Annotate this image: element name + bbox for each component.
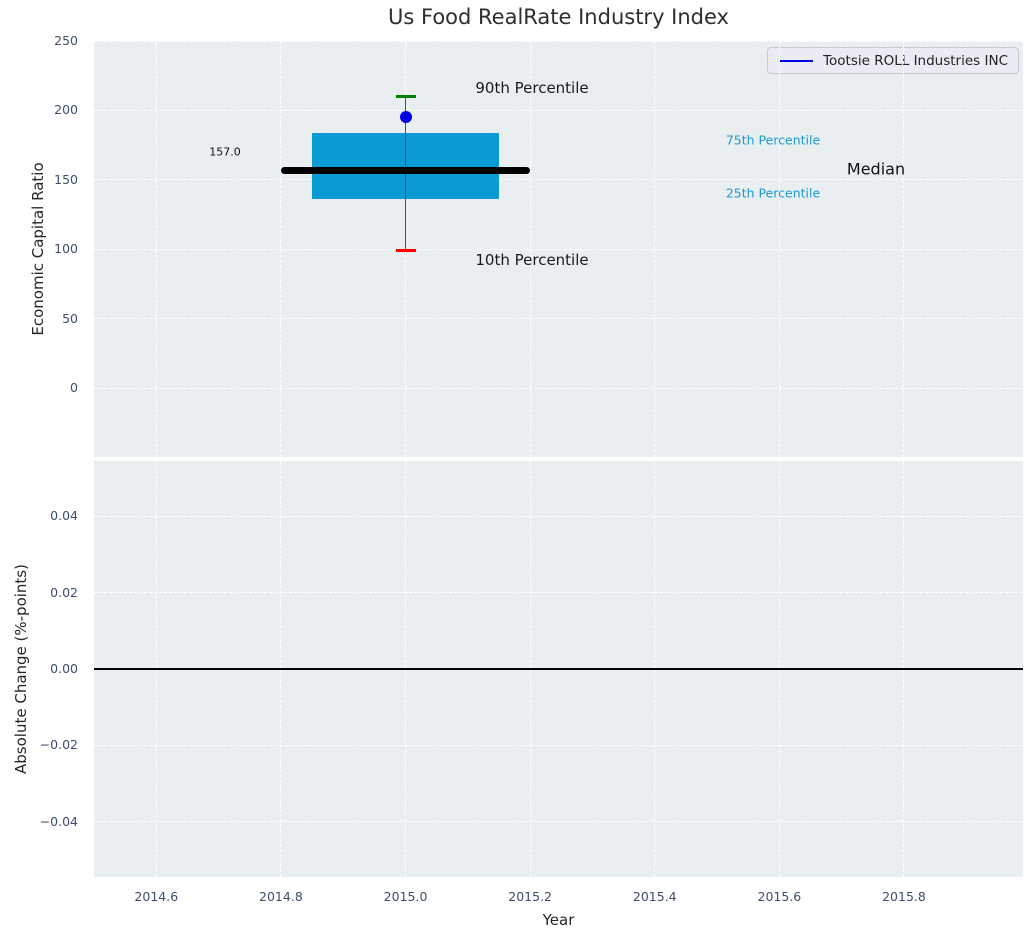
y-tick-label: 200	[54, 102, 78, 118]
y-tick-label: −0.02	[39, 737, 78, 753]
y-tick-label: 100	[54, 241, 78, 257]
annotation-25th-percentile: 25th Percentile	[725, 185, 821, 201]
x-tick-label: 2015.8	[882, 889, 926, 904]
p90-cap	[395, 95, 416, 99]
y-tick-label: 0	[70, 380, 78, 396]
p10-cap	[395, 249, 416, 253]
gridline-horizontal	[94, 248, 1023, 250]
y-tick-label: 0.02	[50, 584, 78, 600]
company-marker	[399, 111, 412, 124]
gridline-horizontal	[94, 318, 1023, 320]
annotation-90th-percentile: 90th Percentile	[475, 79, 589, 97]
zero-line	[94, 668, 1023, 670]
x-tick-label: 2015.6	[757, 889, 802, 904]
legend-line-icon	[780, 59, 814, 62]
x-tick-label: 2014.8	[259, 889, 303, 904]
y-tick-label: 250	[54, 33, 78, 48]
y-tick-label: 50	[62, 310, 78, 326]
bottom-plot-area	[94, 461, 1023, 877]
x-tick-label: 2015.2	[508, 889, 553, 904]
y-tick-label: 150	[54, 171, 78, 187]
annotation-10th-percentile: 10th Percentile	[475, 251, 589, 269]
legend-label: Tootsie ROLL Industries INC	[823, 52, 1008, 69]
x-axis-label: Year	[542, 911, 575, 929]
y-tick-label: 0.00	[50, 661, 78, 676]
median-line	[280, 166, 531, 174]
y-tick-label: −0.04	[39, 813, 78, 829]
gridline-horizontal	[94, 109, 1023, 111]
legend: Tootsie ROLL Industries INC	[767, 47, 1019, 74]
chart-title: Us Food RealRate Industry Index	[388, 5, 729, 29]
gridline-horizontal	[94, 179, 1023, 181]
gridline-horizontal	[94, 592, 1023, 594]
gridline-horizontal	[94, 744, 1023, 746]
gridline-horizontal	[94, 387, 1023, 389]
annotation-median-value: 157.0	[209, 145, 241, 159]
top-plot-area: Tootsie ROLL Industries INC	[94, 40, 1023, 457]
x-tick-label: 2015.4	[632, 889, 677, 904]
y-tick-label: 0.04	[50, 508, 78, 524]
x-tick-label: 2014.6	[134, 889, 179, 904]
gridline-horizontal	[94, 515, 1023, 517]
x-tick-label: 2015.0	[383, 889, 428, 904]
gridline-horizontal	[94, 821, 1023, 823]
annotation-75th-percentile: 75th Percentile	[725, 132, 821, 148]
annotation-median: Median	[846, 159, 906, 179]
gridline-horizontal	[94, 40, 1023, 42]
